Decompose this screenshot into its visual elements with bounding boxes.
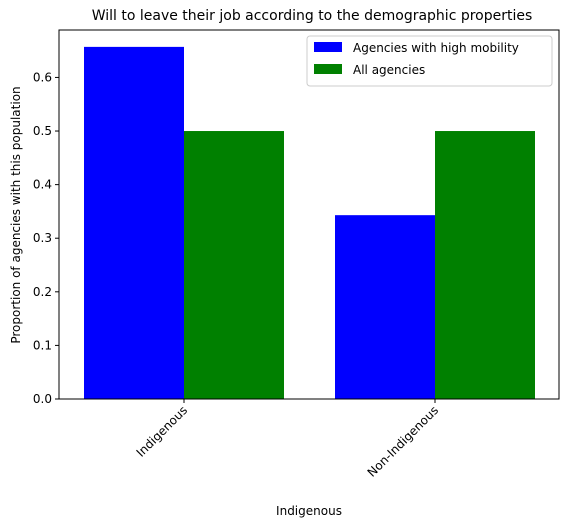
y-tick-label: 0.5 — [33, 124, 52, 138]
y-tick-label: 0.1 — [33, 338, 52, 352]
legend-swatch-all-agencies — [314, 64, 342, 74]
chart-title: Will to leave their job according to the… — [92, 8, 533, 24]
x-axis: Indigenous Non-Indigenous — [134, 399, 442, 480]
y-tick-label: 0.6 — [33, 70, 52, 84]
y-axis-label: Proportion of agencies with this populat… — [9, 86, 23, 343]
bar-non-indigenous-all-agencies — [435, 131, 535, 399]
x-axis-label: Indigenous — [276, 504, 342, 518]
y-tick-label: 0.4 — [33, 178, 52, 192]
bar-non-indigenous-high-mobility — [335, 215, 435, 399]
legend-swatch-high-mobility — [314, 42, 342, 52]
x-tick-label: Indigenous — [134, 403, 191, 460]
y-tick-label: 0.3 — [33, 231, 52, 245]
x-tick-label: Non-Indigenous — [365, 403, 441, 479]
legend: Agencies with high mobility All agencies — [307, 36, 552, 86]
y-axis: 0.0 0.1 0.2 0.3 0.4 0.5 0.6 — [33, 70, 59, 406]
bars-group — [84, 47, 535, 399]
legend-label-all-agencies: All agencies — [353, 63, 425, 77]
legend-label-high-mobility: Agencies with high mobility — [353, 41, 519, 55]
y-tick-label: 0.0 — [33, 392, 52, 406]
bar-indigenous-all-agencies — [184, 131, 284, 399]
y-tick-label: 0.2 — [33, 285, 52, 299]
bar-indigenous-high-mobility — [84, 47, 184, 399]
